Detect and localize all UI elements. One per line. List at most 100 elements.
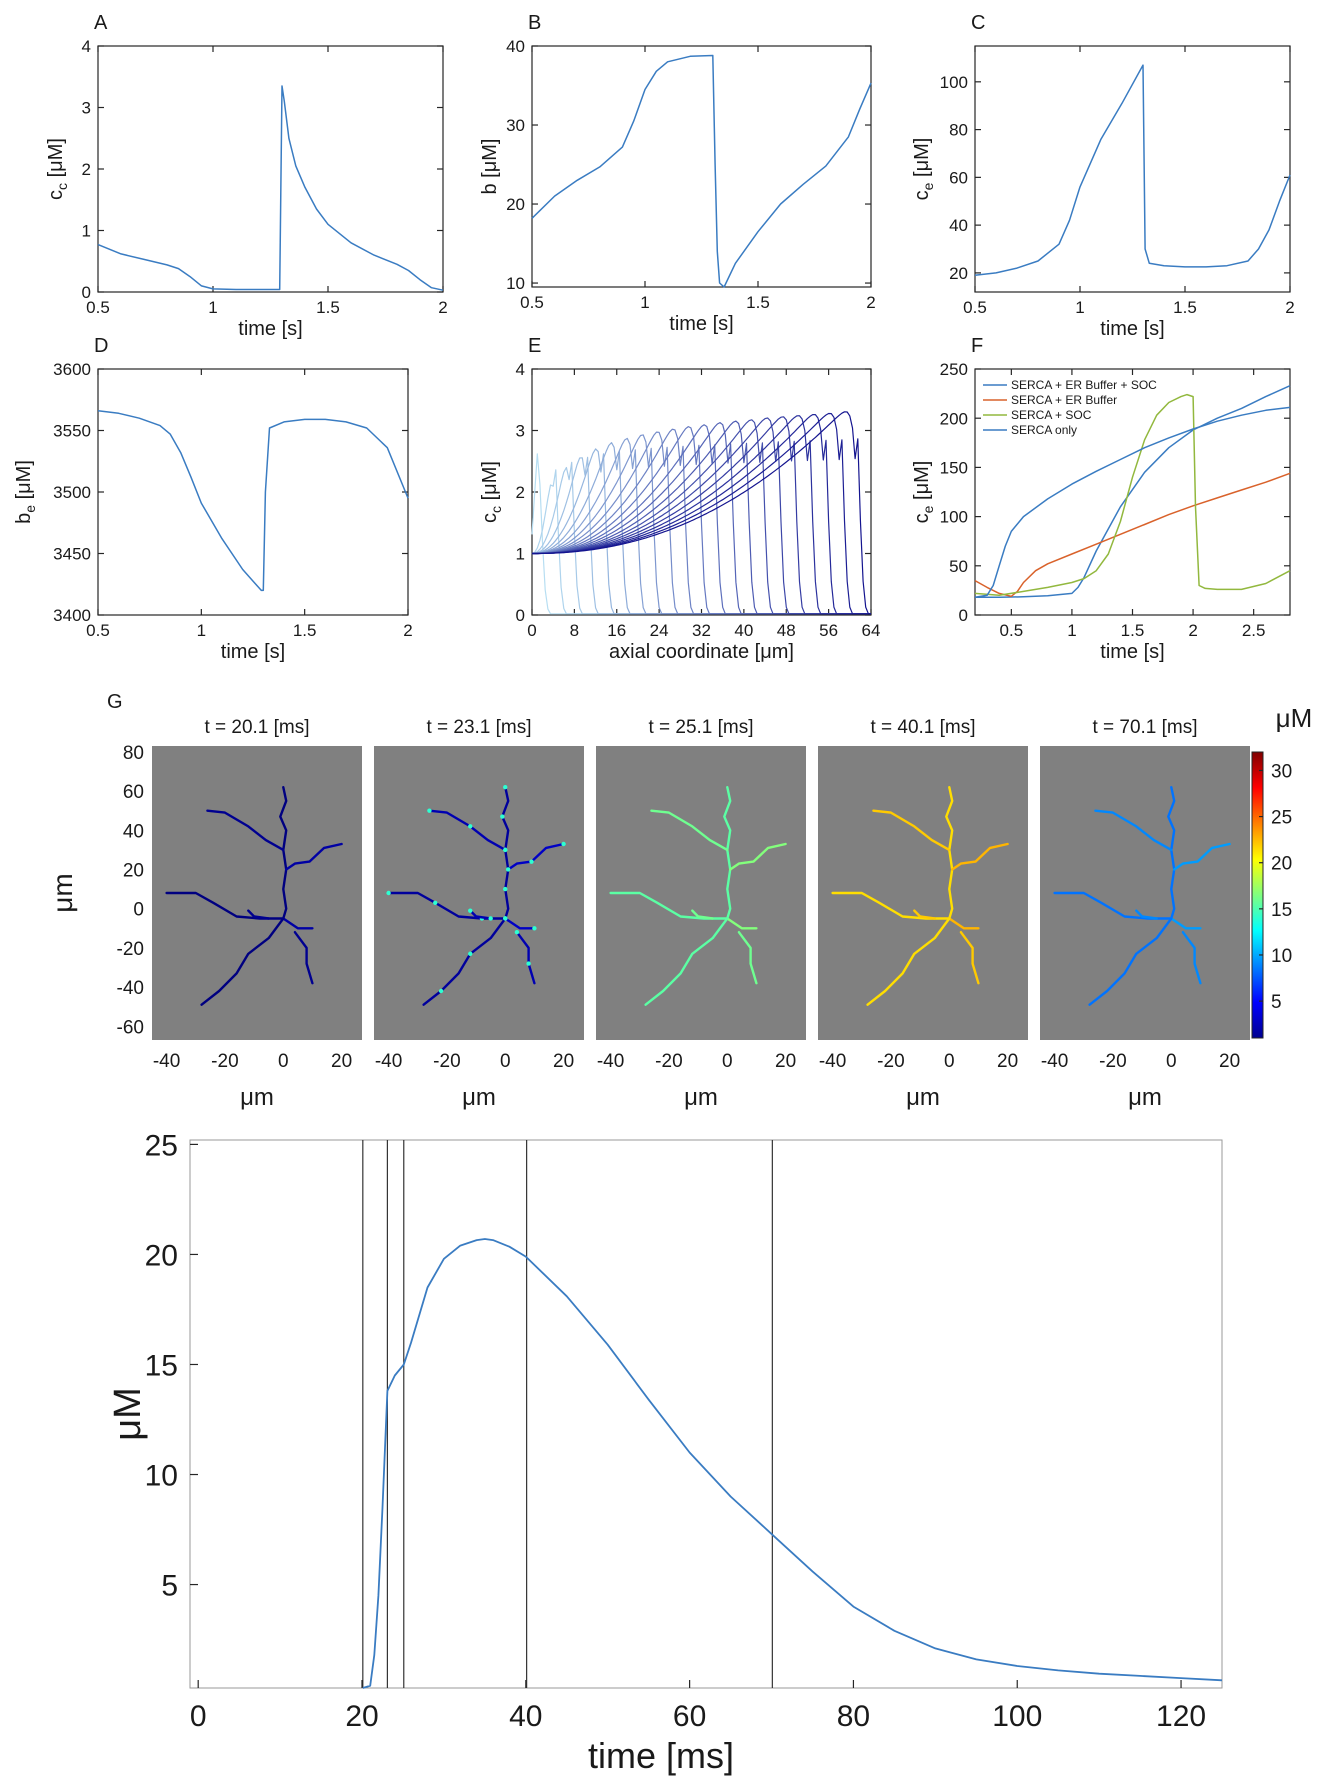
neuron-branch bbox=[737, 931, 758, 985]
y-tick-label: 15 bbox=[145, 1349, 178, 1382]
x-tick-label: 2 bbox=[866, 293, 875, 312]
y-tick-label: 2 bbox=[516, 483, 525, 502]
hotspot bbox=[500, 814, 505, 819]
panel-g: t = 20.1 [ms]-40 -20 0 20μm806040200-20-40-… bbox=[47, 703, 1312, 1111]
x-tick-label: -40 bbox=[375, 1051, 402, 1072]
x-tick-label: 0.5 bbox=[86, 621, 110, 640]
x-tick-label: -20 bbox=[211, 1051, 238, 1072]
neuron-branch bbox=[913, 909, 936, 920]
x-tick-label: -40 bbox=[819, 1051, 846, 1072]
y-tick-label: -60 bbox=[117, 1017, 144, 1038]
y-tick-label: 80 bbox=[949, 121, 968, 140]
snapshot-1: t = 20.1 [ms]-40 -20 0 20μm806040200-20-40-… bbox=[47, 717, 362, 1111]
hotspot bbox=[386, 890, 391, 896]
y-tick-label: 250 bbox=[940, 360, 968, 379]
hotspot bbox=[529, 859, 534, 864]
neuron-branch bbox=[866, 917, 951, 1006]
x-tick-label: 0.5 bbox=[963, 298, 987, 317]
y-tick-label: 3500 bbox=[53, 483, 91, 502]
y-tick-label: 60 bbox=[123, 782, 144, 803]
neuron-branch bbox=[959, 931, 980, 985]
y-axis-label: μm bbox=[47, 873, 78, 912]
colorbar-tick-label: 30 bbox=[1271, 761, 1292, 782]
x-tick-label: 0 bbox=[278, 1051, 289, 1072]
y-tick-label: 0 bbox=[82, 283, 91, 302]
x-tick-label: 2.5 bbox=[1242, 621, 1266, 640]
panel-c: C 0.5 1 1.5 2 20 40 60 80 100 time [s] ce [μM] bbox=[911, 12, 1295, 340]
neuron-branch bbox=[644, 917, 729, 1006]
x-tick-label: 1.5 bbox=[293, 621, 317, 640]
y-tick-label: 3450 bbox=[53, 545, 91, 564]
y-tick-label: 3550 bbox=[53, 422, 91, 441]
hotspot bbox=[505, 867, 511, 872]
hotspot bbox=[514, 930, 520, 935]
x-tick-label: -40 bbox=[153, 1051, 180, 1072]
y-label-subscript: c bbox=[54, 183, 70, 190]
y-label-main: c bbox=[911, 190, 933, 200]
panel-f: F 0.5 1 1.5 2 2.5 0 50 100 150 200 250 time [s] ce [μ… bbox=[911, 335, 1291, 663]
y-tick-label: 0 bbox=[959, 606, 968, 625]
hotspot bbox=[438, 988, 444, 994]
x-tick-label: 0 bbox=[500, 1051, 511, 1072]
hotspot bbox=[526, 961, 531, 966]
y-tick-label: -40 bbox=[117, 978, 144, 999]
y-label-subscript: c bbox=[488, 506, 504, 513]
snapshot-title: t = 25.1 [ms] bbox=[648, 717, 753, 738]
x-tick-label: 2 bbox=[403, 621, 412, 640]
x-tick-label: 1.5 bbox=[316, 298, 340, 317]
x-tick-label: 20 bbox=[1219, 1051, 1240, 1072]
axes-frame bbox=[189, 1139, 1223, 1689]
y-tick-label: 20 bbox=[506, 195, 525, 214]
y-tick-label: 3 bbox=[516, 422, 525, 441]
x-axis-label: time [ms] bbox=[588, 1735, 734, 1776]
hotspot bbox=[468, 908, 473, 913]
y-tick-label: 80 bbox=[123, 743, 144, 764]
series-line bbox=[97, 85, 444, 291]
x-tick-label: 56 bbox=[819, 621, 838, 640]
hotspot bbox=[503, 916, 508, 921]
legend-entry: SERCA + SOC bbox=[1011, 408, 1092, 422]
y-tick-label: 2 bbox=[82, 160, 91, 179]
snapshot-3: t = 25.1 [ms] -40 -20 0 20 μm bbox=[596, 717, 806, 1111]
y-label-main: c bbox=[911, 513, 933, 523]
x-tick-label: 60 bbox=[673, 1700, 706, 1733]
y-label-unit: [μM] bbox=[13, 460, 35, 505]
y-tick-label: 25 bbox=[145, 1129, 178, 1162]
panel-label: F bbox=[971, 335, 983, 357]
snapshot-title: t = 70.1 [ms] bbox=[1092, 717, 1197, 738]
y-tick-label: 0 bbox=[516, 606, 525, 625]
hotspot bbox=[488, 916, 493, 921]
series-line bbox=[531, 54, 872, 288]
colorbar bbox=[1251, 751, 1264, 1039]
x-tick-label: 2 bbox=[438, 298, 447, 317]
neuron-branch bbox=[282, 917, 314, 930]
y-tick-label: 1 bbox=[82, 222, 91, 241]
y-label-main: c bbox=[479, 513, 501, 523]
neuron-branch bbox=[951, 842, 1009, 871]
x-tick-label: 32 bbox=[692, 621, 711, 640]
x-tick-label: -20 bbox=[877, 1051, 904, 1072]
x-tick-label: 1 bbox=[1075, 298, 1084, 317]
y-label-main: c bbox=[45, 190, 67, 200]
neuron-branch bbox=[200, 917, 285, 1006]
panel-h: 0 20 40 60 80 100 120 5 10 15 20 25 time [ms] μM bbox=[107, 1129, 1223, 1776]
legend-entry: SERCA + ER Buffer + SOC bbox=[1011, 378, 1157, 392]
x-tick-label: 40 bbox=[509, 1700, 542, 1733]
x-tick-label: 0.5 bbox=[86, 298, 110, 317]
panel-b: B 0.5 1 1.5 2 10 20 30 40 time [s] b [μM] bbox=[479, 12, 876, 335]
panel-a: A 0.5 1 1.5 2 0 1 2 3 4 time [s] cc [μM] bbox=[45, 12, 448, 340]
y-tick-label: 200 bbox=[940, 409, 968, 428]
x-tick-label: 0.5 bbox=[1000, 621, 1024, 640]
neuron-branch bbox=[1172, 842, 1231, 871]
y-tick-label: 30 bbox=[506, 116, 525, 135]
panel-d: D 0.5 1 1.5 2 3400 3450 3500 3550 3600 time [s] be … bbox=[13, 335, 413, 663]
y-tick-label: 10 bbox=[145, 1460, 178, 1493]
x-tick-label: 1 bbox=[1067, 621, 1076, 640]
neuron-branch bbox=[469, 909, 492, 920]
y-label-main: b bbox=[479, 183, 501, 194]
x-tick-label: 0 bbox=[1166, 1051, 1177, 1072]
y-tick-label: 60 bbox=[949, 168, 968, 187]
x-tick-label: 80 bbox=[837, 1700, 870, 1733]
